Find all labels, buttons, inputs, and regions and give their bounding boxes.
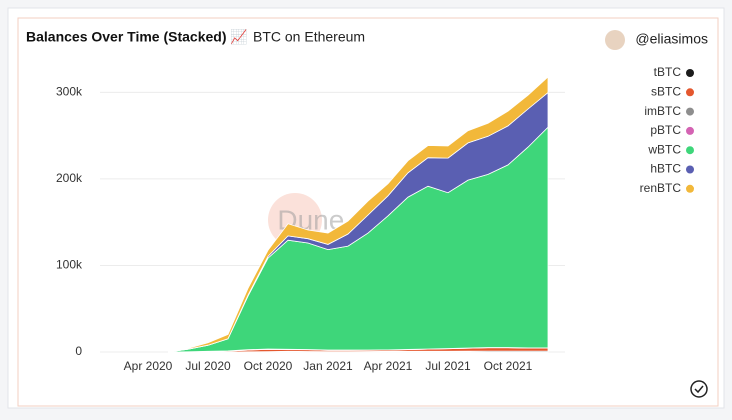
verified-icon[interactable] [690, 380, 708, 398]
legend-label[interactable]: pBTC [650, 123, 681, 137]
legend-label[interactable]: renBTC [640, 181, 682, 195]
legend-swatch [686, 69, 694, 77]
avatar[interactable] [605, 30, 625, 50]
chart-title: Balances Over Time (Stacked) 📈 [26, 29, 248, 46]
author[interactable]: @eliasimos [635, 31, 708, 47]
verified-check [694, 385, 704, 394]
legend-label[interactable]: tBTC [654, 65, 682, 79]
legend: tBTC sBTC imBTC pBTC wBTC hBTC renBTC [640, 65, 694, 195]
legend-label[interactable]: imBTC [644, 104, 681, 118]
x-tick-label: Apr 2020 [124, 359, 173, 373]
x-tick-label: Oct 2021 [484, 359, 533, 373]
legend-label[interactable]: wBTC [647, 142, 681, 156]
chart-subtitle: BTC on Ethereum [253, 29, 365, 45]
y-tick-label: 200k [56, 171, 83, 185]
legend-swatch [686, 88, 694, 97]
legend-swatch [686, 126, 694, 135]
y-tick-label: 0 [75, 344, 82, 358]
y-tick-label: 100k [56, 258, 83, 272]
legend-swatch [686, 107, 694, 116]
y-tick-label: 300k [56, 84, 83, 98]
legend-label[interactable]: hBTC [650, 162, 681, 176]
legend-swatch [686, 165, 694, 174]
x-tick-label: Oct 2020 [244, 359, 293, 373]
x-tick-label: Jul 2020 [185, 359, 231, 373]
x-tick-label: Jul 2021 [425, 359, 471, 373]
plot-area: 0 100k 200k 300k Apr 2020 Jul 2020 Oct 2020 Jan… [56, 76, 565, 373]
x-tick-label: Apr 2021 [364, 359, 413, 373]
legend-swatch [686, 146, 694, 155]
legend-swatch [686, 184, 694, 193]
legend-label[interactable]: sBTC [651, 84, 681, 98]
area [167, 76, 549, 353]
x-tick-label: Jan 2021 [303, 359, 353, 373]
